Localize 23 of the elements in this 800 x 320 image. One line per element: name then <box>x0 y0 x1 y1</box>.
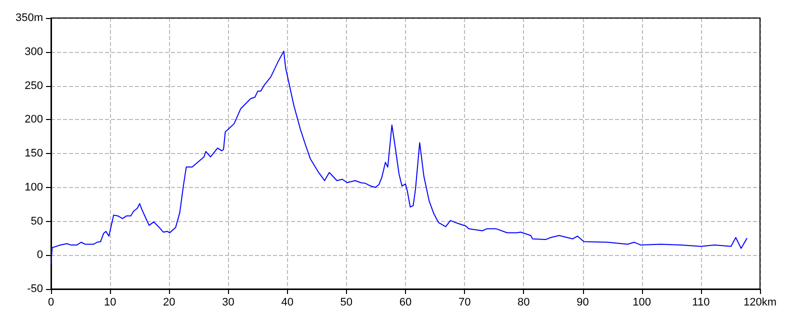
y-tick-label: 250 <box>24 80 43 92</box>
y-tick-label: 350m <box>15 12 43 24</box>
x-tick-label: 0 <box>48 296 54 308</box>
y-tick-label: 150 <box>24 148 43 160</box>
x-tick-label: 120km <box>743 296 777 308</box>
x-tick-label: 30 <box>222 296 234 308</box>
x-tick-label: 50 <box>340 296 353 308</box>
x-tick-label: 40 <box>281 296 294 308</box>
x-tick-label: 20 <box>163 296 176 308</box>
x-tick-label: 60 <box>399 296 412 308</box>
y-tick-label: 50 <box>30 215 43 228</box>
line-series <box>50 50 748 264</box>
y-tick-label: 100 <box>24 181 43 194</box>
y-tick-label: 200 <box>24 114 43 126</box>
y-tick-label: -50 <box>27 283 43 295</box>
x-tick-label: 70 <box>458 296 471 308</box>
x-tick-label: 110 <box>692 296 710 308</box>
x-tick-label: 80 <box>518 296 530 308</box>
x-tick-label: 90 <box>576 296 589 308</box>
x-tick-label: 100 <box>632 296 652 308</box>
y-tick-label: 0 <box>36 249 43 262</box>
x-tick-label: 10 <box>104 296 116 308</box>
y-tick-label: 300 <box>24 46 43 58</box>
